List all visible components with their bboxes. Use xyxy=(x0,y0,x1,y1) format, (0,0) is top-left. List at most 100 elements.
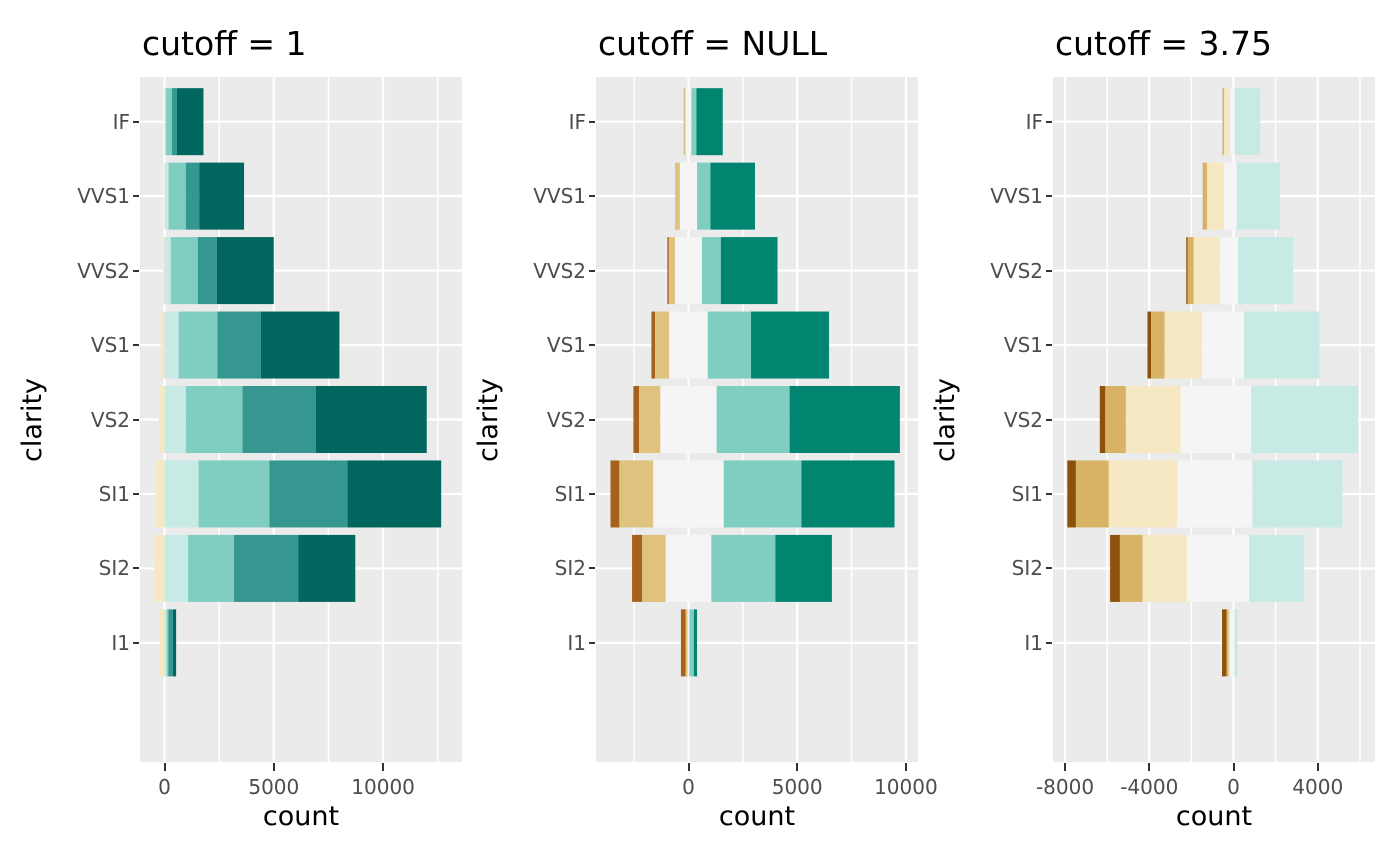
x-tick-label: -4000 xyxy=(1120,775,1179,799)
x-tick-mark xyxy=(796,763,799,771)
y-tick-label: IF xyxy=(568,109,586,134)
bar-segment-good xyxy=(164,460,199,528)
bar-segment-good xyxy=(642,534,666,602)
x-tick-label: 0 xyxy=(158,775,171,799)
bar-segment-fair xyxy=(158,385,165,454)
y-tick-label: VS1 xyxy=(90,333,130,358)
y-tick-label: SI1 xyxy=(1011,481,1043,506)
bar-segment-premium xyxy=(197,237,217,305)
bar-segment-ideal xyxy=(710,162,755,230)
y-tick-label: SI1 xyxy=(98,481,130,506)
y-tick-mark xyxy=(133,641,139,644)
bar-segment-premium xyxy=(689,609,694,677)
bar-segment-fair xyxy=(667,237,669,305)
bar-segment-fair xyxy=(610,460,620,528)
bar-segment-good xyxy=(1203,162,1208,230)
bar-segment-very-good xyxy=(685,88,692,156)
x-tick-mark xyxy=(382,763,385,771)
bar-segment-fair xyxy=(154,534,165,602)
bar-segment-good xyxy=(1105,385,1126,454)
bar-segment-premium xyxy=(217,311,261,379)
y-tick-mark xyxy=(133,492,139,495)
y-tick-mark xyxy=(133,120,139,123)
y-tick-label: I1 xyxy=(111,630,130,655)
x-tick-mark xyxy=(1148,763,1151,771)
y-tick-label: VVS1 xyxy=(77,184,130,209)
bar-segment-very-good xyxy=(185,385,243,454)
x-tick-label: 0 xyxy=(682,775,695,799)
bar-segment-ideal xyxy=(1238,237,1293,305)
bar-segment-good xyxy=(164,237,171,305)
x-tick-label: 5000 xyxy=(771,775,823,799)
x-tick-mark xyxy=(272,763,275,771)
bar-segment-ideal xyxy=(1243,311,1320,379)
y-tick-mark xyxy=(133,344,139,347)
bar-segment-very-good xyxy=(198,460,270,528)
y-tick-mark xyxy=(589,641,595,644)
y-tick-label: VVS1 xyxy=(533,184,586,209)
bar-segment-very-good xyxy=(166,88,172,156)
bar-segment-good xyxy=(619,460,654,528)
bar-segment-fair xyxy=(159,609,165,677)
bar-segment-fair xyxy=(163,237,165,305)
bar-segment-very-good xyxy=(665,534,712,602)
y-tick-mark xyxy=(589,195,595,198)
x-tick-label: 0 xyxy=(1227,775,1240,799)
y-tick-mark xyxy=(589,418,595,421)
y-tick-mark xyxy=(133,269,139,272)
y-tick-mark xyxy=(1046,641,1052,644)
bar-segment-good xyxy=(1226,609,1229,677)
bar-segment-good xyxy=(1119,534,1143,602)
bar-segment-ideal xyxy=(1234,609,1238,677)
bar-segment-very-good xyxy=(675,237,702,305)
y-tick-label: IF xyxy=(112,109,130,134)
bar-segment-ideal xyxy=(315,385,427,454)
bar-segment-premium xyxy=(1180,385,1252,454)
bar-segment-premium xyxy=(707,311,752,379)
bar-segment-premium xyxy=(691,88,697,156)
bar-segment-fair xyxy=(1067,460,1076,528)
x-tick-label: 5000 xyxy=(248,775,300,799)
bar-segment-fair xyxy=(633,385,640,454)
bar-segment-premium xyxy=(1223,162,1237,230)
bar-segment-good xyxy=(1187,237,1194,305)
y-axis-title: clarity xyxy=(930,377,961,463)
y-tick-label: VVS2 xyxy=(77,258,130,283)
y-tick-label: VS1 xyxy=(1003,333,1043,358)
plot-area xyxy=(1053,77,1375,762)
bar-segment-ideal xyxy=(1236,162,1280,230)
y-tick-mark xyxy=(1046,492,1052,495)
bar-segment-ideal xyxy=(751,311,830,379)
y-tick-mark xyxy=(589,492,595,495)
y-tick-label: SI2 xyxy=(1011,556,1043,581)
x-tick-label: 10000 xyxy=(351,775,415,799)
x-tick-mark xyxy=(163,763,166,771)
bar-segment-premium xyxy=(716,385,790,454)
bar-segment-very-good xyxy=(1193,237,1220,305)
bar-segment-good xyxy=(685,609,688,677)
y-tick-mark xyxy=(133,567,139,570)
y-tick-mark xyxy=(1046,120,1052,123)
y-tick-mark xyxy=(589,567,595,570)
bar-segment-premium xyxy=(1229,88,1235,156)
bar-segment-ideal xyxy=(1252,460,1343,528)
bar-segment-ideal xyxy=(1234,88,1261,156)
bar-segment-good xyxy=(164,609,167,677)
bar-segment-ideal xyxy=(1249,534,1304,602)
bar-segment-good xyxy=(639,385,661,454)
bar-segment-fair xyxy=(632,534,643,602)
bar-segment-premium xyxy=(711,534,776,602)
bar-segment-very-good xyxy=(170,237,198,305)
bar-segment-ideal xyxy=(172,609,177,677)
bar-segment-very-good xyxy=(1224,88,1230,156)
y-axis-title: clarity xyxy=(17,377,48,463)
bar-segment-good xyxy=(675,162,680,230)
bar-segment-very-good xyxy=(660,385,717,454)
panel-title: cutoff = 3.75 xyxy=(1055,24,1273,63)
bar-segment-very-good xyxy=(1142,534,1187,602)
bar-segment-premium xyxy=(242,385,316,454)
